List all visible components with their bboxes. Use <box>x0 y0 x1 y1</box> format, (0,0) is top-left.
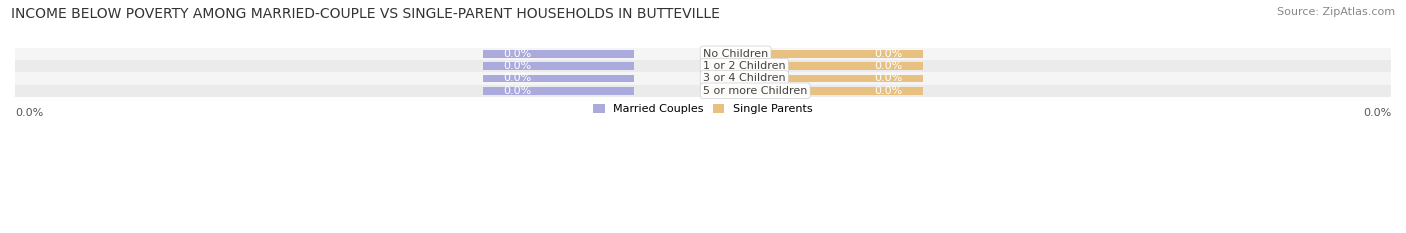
Text: 5 or more Children: 5 or more Children <box>703 86 807 96</box>
Text: 0.0%: 0.0% <box>503 73 531 83</box>
Text: 0.0%: 0.0% <box>875 61 903 71</box>
Text: Source: ZipAtlas.com: Source: ZipAtlas.com <box>1277 7 1395 17</box>
Text: 0.0%: 0.0% <box>15 108 44 118</box>
Text: 0.0%: 0.0% <box>875 86 903 96</box>
Text: 0.0%: 0.0% <box>503 86 531 96</box>
Bar <box>15 48 1391 60</box>
Text: 1 or 2 Children: 1 or 2 Children <box>703 61 786 71</box>
Bar <box>482 62 634 70</box>
Text: INCOME BELOW POVERTY AMONG MARRIED-COUPLE VS SINGLE-PARENT HOUSEHOLDS IN BUTTEVI: INCOME BELOW POVERTY AMONG MARRIED-COUPL… <box>11 7 720 21</box>
Bar <box>15 85 1391 97</box>
Bar <box>703 62 924 70</box>
Bar <box>482 50 634 58</box>
Text: 0.0%: 0.0% <box>1362 108 1391 118</box>
Legend: Married Couples, Single Parents: Married Couples, Single Parents <box>589 99 817 118</box>
Text: No Children: No Children <box>703 49 768 59</box>
Text: 3 or 4 Children: 3 or 4 Children <box>703 73 786 83</box>
Bar <box>703 50 924 58</box>
Bar <box>482 87 634 95</box>
Bar <box>703 87 924 95</box>
Text: 0.0%: 0.0% <box>503 61 531 71</box>
Bar <box>15 72 1391 85</box>
Text: 0.0%: 0.0% <box>875 49 903 59</box>
Text: 0.0%: 0.0% <box>875 73 903 83</box>
Bar <box>15 60 1391 72</box>
Bar <box>703 75 924 82</box>
Text: 0.0%: 0.0% <box>503 49 531 59</box>
Bar <box>482 75 634 82</box>
